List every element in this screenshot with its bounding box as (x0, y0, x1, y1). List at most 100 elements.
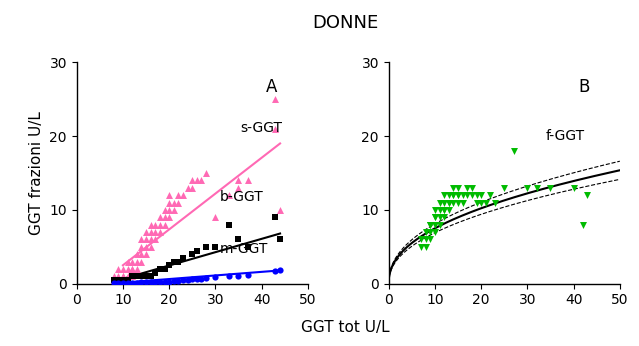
Point (164, 192, 174, 198)
Point (178, 255, 188, 261)
Point (243, 272, 253, 277)
Point (476, 192, 486, 198)
Point (150, 229, 160, 235)
Point (443, 200, 454, 205)
Point (201, 244, 212, 249)
Point (472, 200, 482, 205)
Point (453, 192, 463, 198)
Point (155, 222, 165, 227)
Point (233, 273, 243, 279)
Point (146, 280, 156, 285)
Point (113, 280, 123, 286)
Point (224, 274, 235, 279)
Point (113, 277, 123, 283)
Point (196, 177, 206, 183)
Point (123, 266, 133, 272)
Point (183, 185, 193, 191)
Point (435, 215, 445, 220)
Point (132, 252, 142, 257)
Point (173, 200, 183, 205)
Point (164, 207, 174, 213)
Point (578, 222, 588, 227)
Point (472, 192, 482, 198)
Point (435, 207, 445, 213)
Y-axis label: GGT frazioni U/L: GGT frazioni U/L (29, 111, 44, 235)
Point (439, 207, 449, 213)
Point (449, 200, 459, 205)
Point (453, 200, 463, 205)
Point (192, 248, 202, 253)
Point (275, 207, 285, 213)
Point (449, 185, 459, 191)
Point (169, 207, 179, 213)
Point (187, 177, 197, 183)
Point (416, 237, 426, 242)
Point (467, 185, 477, 191)
Point (155, 229, 165, 235)
Point (187, 185, 197, 191)
Point (425, 237, 435, 242)
Point (123, 259, 133, 264)
Point (192, 177, 202, 183)
Point (532, 185, 542, 191)
Point (485, 192, 495, 198)
Point (233, 185, 243, 191)
Point (439, 215, 449, 220)
Point (270, 268, 281, 274)
Point (159, 266, 169, 272)
Point (150, 270, 160, 275)
Text: b-GGT: b-GGT (220, 190, 264, 204)
Point (159, 207, 169, 213)
Point (443, 192, 454, 198)
Point (146, 274, 156, 279)
Point (458, 200, 468, 205)
Point (136, 237, 146, 242)
Point (582, 192, 592, 198)
Point (123, 274, 133, 279)
Point (118, 277, 128, 283)
Point (453, 192, 463, 198)
Point (146, 222, 156, 227)
Text: m-GGT: m-GGT (220, 242, 268, 256)
Point (439, 192, 449, 198)
Point (141, 274, 151, 279)
Point (150, 222, 160, 227)
Point (490, 200, 500, 205)
Point (196, 276, 206, 281)
Point (146, 229, 156, 235)
Point (435, 200, 445, 205)
Point (569, 185, 579, 191)
Point (127, 274, 137, 279)
Point (123, 280, 133, 286)
Text: DONNE: DONNE (312, 14, 378, 32)
Point (127, 280, 137, 286)
Point (467, 192, 477, 198)
Point (187, 276, 197, 282)
Point (164, 263, 174, 268)
Point (192, 276, 202, 282)
Point (159, 222, 169, 227)
Point (169, 259, 179, 264)
Point (201, 275, 212, 281)
Point (173, 278, 183, 283)
Point (430, 215, 440, 220)
Point (109, 277, 119, 283)
Point (118, 274, 128, 279)
Text: A: A (266, 78, 277, 96)
Point (435, 222, 445, 227)
Point (449, 192, 459, 198)
Point (275, 237, 285, 242)
Point (127, 266, 137, 272)
Point (509, 148, 519, 154)
Text: B: B (578, 78, 590, 96)
Point (141, 244, 151, 249)
Point (118, 274, 128, 279)
Point (136, 259, 146, 264)
Point (233, 237, 243, 242)
Point (118, 280, 128, 286)
Point (481, 200, 491, 205)
Point (109, 280, 119, 286)
Point (430, 207, 440, 213)
Point (439, 200, 449, 205)
Point (113, 277, 123, 283)
